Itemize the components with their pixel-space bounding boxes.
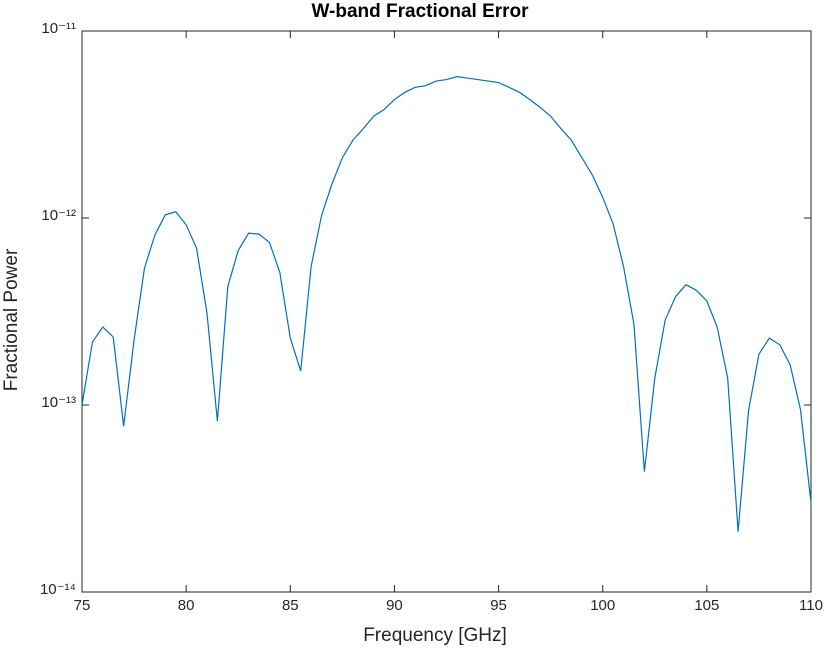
x-tick-label: 90 — [386, 597, 403, 614]
y-tick-label: 10⁻¹⁴ — [40, 581, 76, 598]
data-line — [81, 76, 812, 532]
x-tick-label: 80 — [178, 597, 195, 614]
y-axis-label: Fractional Power — [1, 248, 22, 391]
x-axis-label: Frequency [GHz] — [363, 625, 507, 646]
y-tick-label: 10⁻¹² — [41, 207, 76, 224]
x-tick-label: 75 — [74, 597, 91, 614]
x-tick-label: 100 — [590, 597, 615, 614]
plot-frame — [81, 30, 812, 593]
y-tick-label: 10⁻¹³ — [41, 394, 76, 411]
y-tick-label: 10⁻¹¹ — [41, 20, 76, 37]
x-tick-label: 110 — [799, 597, 823, 614]
x-tick-label: 105 — [694, 597, 719, 614]
x-tick-label: 95 — [490, 597, 507, 614]
chart-title: W-band Fractional Error — [311, 1, 529, 22]
x-tick-label: 85 — [282, 597, 299, 614]
